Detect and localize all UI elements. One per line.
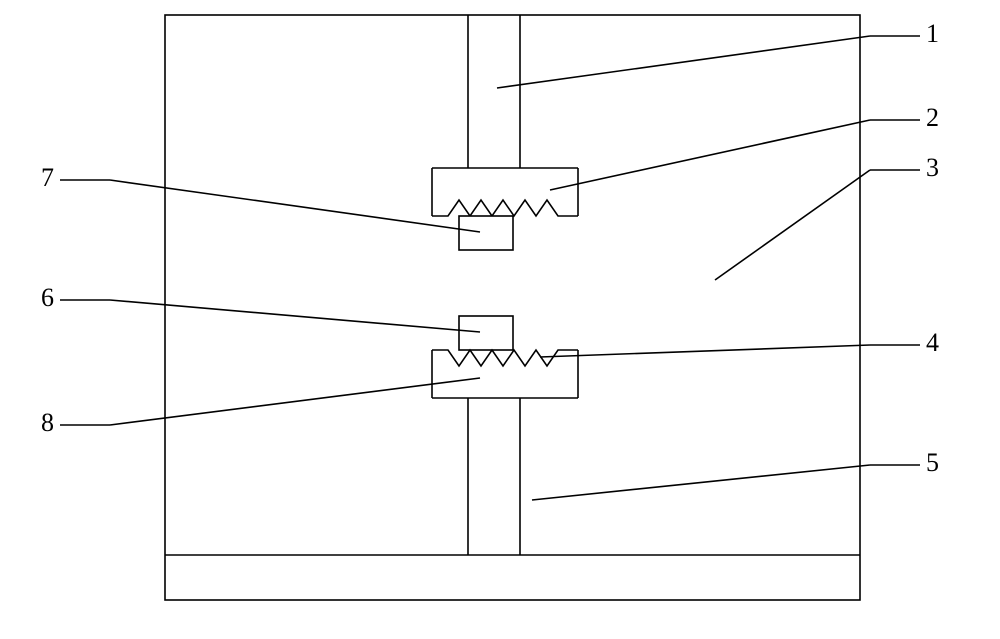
label-5: 5	[926, 448, 939, 477]
label-2: 2	[926, 103, 939, 132]
lower-specimen-block	[459, 316, 513, 350]
label-7: 7	[41, 163, 54, 192]
label-6: 6	[41, 283, 54, 312]
label-1: 1	[926, 19, 939, 48]
label-3: 3	[926, 153, 939, 182]
outer-frame	[165, 15, 860, 600]
upper-specimen-block	[459, 216, 513, 250]
label-4: 4	[926, 328, 939, 357]
label-8: 8	[41, 408, 54, 437]
